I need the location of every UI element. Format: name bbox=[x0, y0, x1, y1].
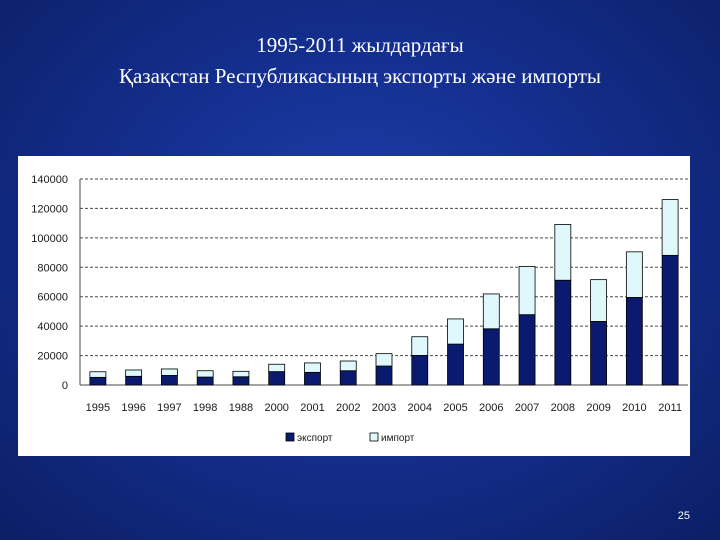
bar-export bbox=[304, 371, 321, 386]
bar-import bbox=[375, 353, 393, 367]
bar-export bbox=[268, 371, 286, 386]
bar-export bbox=[89, 376, 107, 386]
x-tick-label: 2011 bbox=[658, 402, 682, 414]
bar-import bbox=[196, 370, 214, 378]
bar-import bbox=[268, 363, 286, 373]
bar-import bbox=[232, 370, 250, 378]
x-tick-label: 2001 bbox=[300, 402, 324, 414]
x-tick-label: 2003 bbox=[372, 402, 396, 414]
bar-export bbox=[482, 328, 500, 386]
bar-export bbox=[625, 297, 643, 386]
x-tick-label: 2008 bbox=[551, 402, 575, 414]
x-tick-label: 1995 bbox=[86, 402, 110, 414]
legend-label: импорт bbox=[381, 433, 415, 444]
bars bbox=[89, 199, 679, 386]
x-tick-label: 2005 bbox=[443, 402, 467, 414]
y-tick-label: 60000 bbox=[37, 292, 68, 304]
bar-export bbox=[196, 376, 214, 386]
y-tick-label: 0 bbox=[62, 380, 68, 392]
bar-export bbox=[375, 365, 393, 386]
bar-export bbox=[125, 375, 143, 386]
legend: экспорт импорт bbox=[285, 432, 415, 444]
x-tick-label: 1998 bbox=[193, 402, 217, 414]
y-tick-label: 140000 bbox=[31, 174, 68, 186]
x-tick-label: 2002 bbox=[336, 402, 360, 414]
bar-import bbox=[89, 371, 107, 378]
x-tick-labels: 1995 1996 1997 1998 1988 2000 2001 2002 2003 2004… bbox=[86, 402, 682, 414]
title-line-2: Қазақстан Республикасының экспорты және … bbox=[118, 64, 601, 88]
bar-import bbox=[590, 279, 607, 322]
bar-import bbox=[125, 369, 143, 377]
bar-import bbox=[304, 362, 321, 373]
bar-export bbox=[447, 343, 464, 386]
y-tick-label: 100000 bbox=[31, 233, 68, 245]
title-line-1: 1995-2011 жылдардағы bbox=[256, 33, 464, 57]
bar-export bbox=[590, 321, 607, 386]
bar-import bbox=[161, 368, 178, 376]
x-tick-label: 1997 bbox=[157, 402, 181, 414]
y-tick-label: 120000 bbox=[31, 203, 68, 215]
bar-import bbox=[411, 336, 429, 356]
legend-swatch bbox=[369, 432, 379, 442]
bar-import bbox=[661, 199, 679, 256]
bar-export bbox=[518, 314, 536, 386]
bar-import bbox=[482, 293, 500, 330]
legend-label: экспорт bbox=[297, 433, 333, 444]
x-tick-label: 1996 bbox=[121, 402, 145, 414]
x-tick-label: 2009 bbox=[586, 402, 610, 414]
x-tick-label: 2000 bbox=[264, 402, 288, 414]
slide-title: 1995-2011 жылдардағы Қазақстан Республик… bbox=[0, 30, 720, 92]
bar-export bbox=[232, 376, 250, 386]
y-tick-label: 20000 bbox=[37, 351, 68, 363]
legend-swatch bbox=[285, 432, 295, 442]
x-tick-label: 2004 bbox=[408, 402, 432, 414]
bar-export bbox=[339, 370, 357, 386]
x-tick-label: 2007 bbox=[515, 402, 539, 414]
chart-svg: 140000120000100000800006000040000200000 … bbox=[31, 174, 688, 444]
x-tick-label: 2010 bbox=[622, 402, 646, 414]
x-tick-label: 1988 bbox=[229, 402, 253, 414]
page-number: 25 bbox=[677, 510, 690, 522]
y-tick-labels: 140000 120000 100000 80000 60000 40000 20000 0 bbox=[31, 174, 68, 392]
bar-export bbox=[411, 355, 429, 386]
y-tick-label: 40000 bbox=[37, 321, 68, 333]
bar-export bbox=[661, 254, 679, 386]
chart-panel: 140000 120000 100000 80000 60000 40000 20000 0 … bbox=[18, 156, 690, 456]
bar-import bbox=[625, 251, 643, 298]
bar-import bbox=[554, 224, 572, 281]
bar-import bbox=[339, 360, 357, 372]
bar-import bbox=[518, 266, 536, 316]
bar-import bbox=[447, 318, 464, 345]
y-tick-label: 80000 bbox=[37, 262, 68, 274]
x-tick-label: 2006 bbox=[479, 402, 503, 414]
bar-export bbox=[554, 279, 572, 386]
bar-export bbox=[161, 375, 178, 386]
